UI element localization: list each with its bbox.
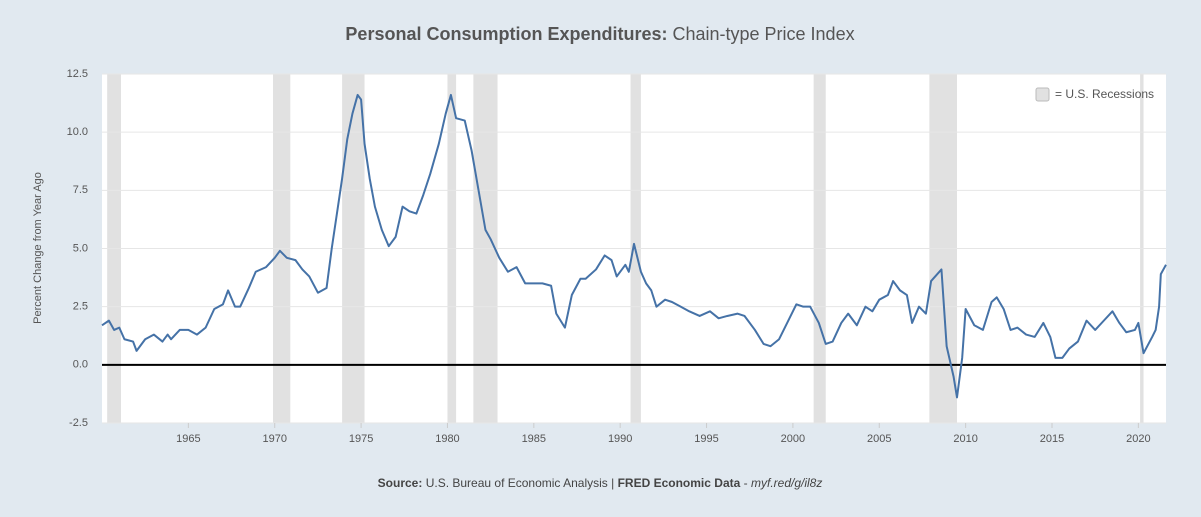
y-axis-label: Percent Change from Year Ago (32, 172, 44, 324)
title-sub: Chain-type Price Index (672, 24, 854, 44)
source-label: Source: (378, 476, 423, 490)
y-tick-label: -2.5 (69, 417, 88, 429)
x-tick-label: 1990 (608, 433, 632, 445)
separator: | (611, 476, 614, 490)
y-tick-label: 0.0 (73, 359, 88, 371)
lines (101, 93, 1167, 399)
x-tick-label: 1995 (694, 433, 718, 445)
x-tick-label: 2000 (781, 433, 805, 445)
y-tick-label: 7.5 (73, 184, 88, 196)
x-tick-label: 2005 (867, 433, 891, 445)
y-tick-label: 5.0 (73, 242, 88, 254)
x-tick-label: 1975 (349, 433, 373, 445)
link: myf.red/g/il8z (751, 476, 822, 490)
x-tick-label: 1985 (522, 433, 546, 445)
x-tick-label: 2020 (1126, 433, 1150, 445)
x-tick-label: 2015 (1040, 433, 1064, 445)
legend-label: = U.S. Recessions (1055, 87, 1154, 101)
x-tick-label: 2010 (953, 433, 977, 445)
data-line (101, 93, 1167, 399)
chart-title: Personal Consumption Expenditures: Chain… (345, 24, 854, 44)
footer: Source: U.S. Bureau of Economic Analysis… (378, 476, 823, 490)
x-tick-label: 1970 (262, 433, 286, 445)
x-tick-label: 1980 (435, 433, 459, 445)
y-tick-label: 2.5 (73, 301, 88, 313)
x-tick-label: 1965 (176, 433, 200, 445)
y-tick-label: 12.5 (67, 68, 88, 80)
legend-swatch (1035, 87, 1050, 102)
dash: - (744, 476, 748, 490)
brand: FRED Economic Data (618, 476, 741, 490)
y-tick-label: 10.0 (67, 126, 88, 138)
source: U.S. Bureau of Economic Analysis (426, 476, 608, 490)
title-main: Personal Consumption Expenditures: (345, 24, 667, 44)
